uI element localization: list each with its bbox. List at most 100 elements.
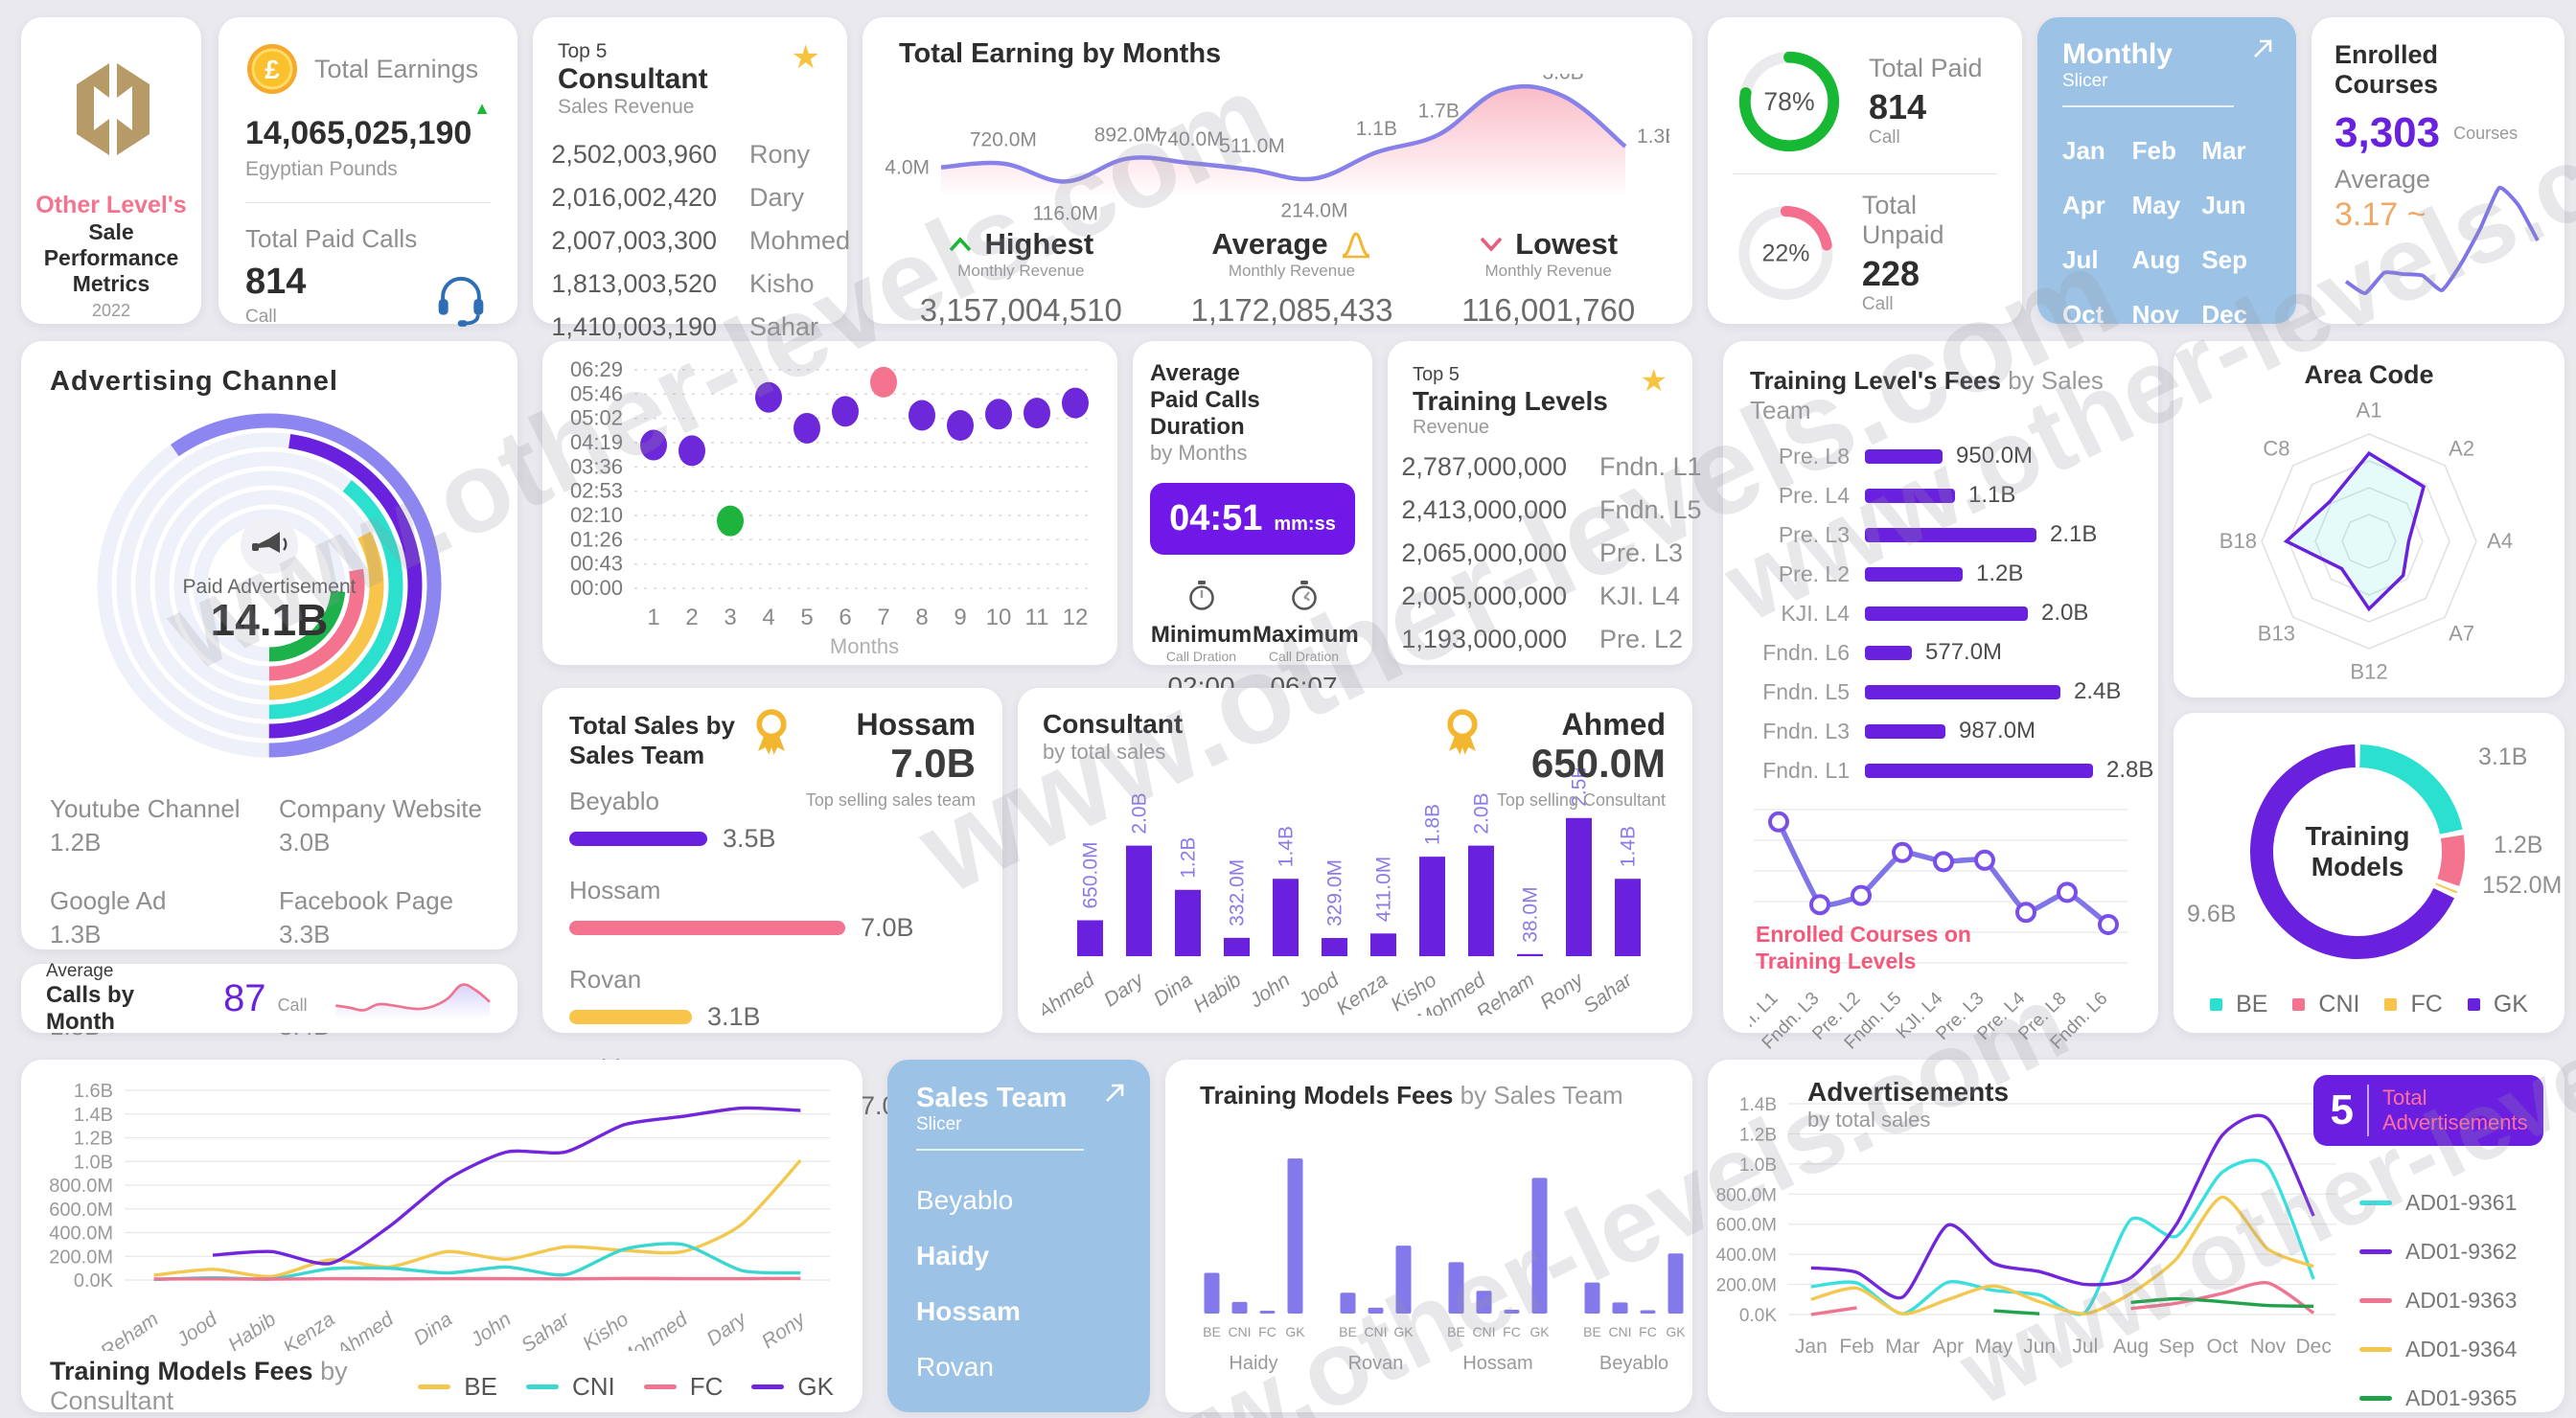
team-option-haidy[interactable]: Haidy: [916, 1241, 990, 1270]
svg-text:2: 2: [685, 605, 698, 630]
enrolled-title: Enrolled Courses: [2334, 40, 2439, 99]
month-option-aug[interactable]: Aug: [2131, 245, 2181, 274]
team-option-rovan[interactable]: Rovan: [916, 1352, 994, 1382]
training-models-legend-item: GK: [2467, 991, 2528, 1018]
month-option-nov[interactable]: Nov: [2131, 300, 2179, 329]
top5-consultant-sub: Sales Revenue: [558, 96, 695, 118]
team-sales-title1: Total Sales by: [569, 711, 735, 740]
total-earnings-card: £ Total Earnings ▲ 14,065,025,190 Egypti…: [218, 17, 518, 327]
team-option-beyablo[interactable]: Beyablo: [916, 1185, 1014, 1215]
svg-text:78%: 78%: [1763, 86, 1814, 115]
brand-line2: Metrics: [72, 271, 150, 296]
training-models-legend-item: CNI: [2292, 991, 2359, 1018]
max-sub: Call Dration: [1268, 649, 1340, 664]
avg-calls-unit: Call: [277, 995, 308, 1015]
top5-training-card: ★ Top 5 Training Levels Revenue 2,787,00…: [1388, 341, 1702, 665]
max-label: Maximum: [1253, 622, 1359, 648]
month-option-apr[interactable]: Apr: [2062, 191, 2105, 219]
fees-team-title-sub: by Sales Team: [1460, 1081, 1623, 1109]
month-option-jun[interactable]: Jun: [2201, 191, 2246, 219]
advertisements-legend-item: AD01-9361: [2359, 1190, 2517, 1216]
donut-label: 3.1B: [2478, 743, 2528, 770]
training-fees-bar-row: Pre. L2 1.2B: [1778, 560, 2024, 586]
month-option-dec[interactable]: Dec: [2201, 300, 2248, 329]
svg-text:BE: BE: [1583, 1324, 1601, 1339]
svg-text:Feb: Feb: [1839, 1336, 1874, 1358]
svg-text:2.0B: 2.0B: [1129, 792, 1151, 834]
highest-label: Highest: [984, 227, 1094, 261]
advertisements-legend-item: AD01-9362: [2359, 1239, 2517, 1265]
training-fees-bar-row: Fndn. L5 2.4B: [1762, 678, 2122, 704]
svg-text:1.4B: 1.4B: [1618, 826, 1640, 867]
top5-row: 2,005,000,000 KJI. L4: [1401, 582, 1681, 610]
month-option-mar[interactable]: Mar: [2201, 136, 2246, 165]
training-fees-bar-row: Fndn. L3 987.0M: [1762, 718, 2036, 743]
svg-text:GK: GK: [1393, 1324, 1414, 1339]
paid-unit: Call: [1869, 127, 1900, 148]
svg-text:Training Levels: Training Levels: [1756, 949, 1916, 973]
svg-text:FC: FC: [1258, 1324, 1276, 1339]
donut-label: 9.6B: [2187, 901, 2237, 927]
svg-text:May: May: [1975, 1336, 2013, 1358]
duration-t3: by Months: [1150, 441, 1248, 465]
expand-icon[interactable]: [1102, 1081, 1127, 1106]
team-option-hossam[interactable]: Hossam: [916, 1296, 1021, 1326]
fees-by-consultant-card: 0.0K 200.0M 400.0M 600.0M 800.0M 1.0B 1.2B 1.4B…: [21, 1060, 862, 1415]
top5-row: 2,502,003,960 Rony: [551, 140, 811, 169]
svg-text:Dary: Dary: [1100, 968, 1149, 1011]
svg-text:200.0M: 200.0M: [1716, 1276, 1777, 1296]
top5-row: 2,787,000,000 Fndn. L1: [1401, 452, 1702, 481]
expand-icon[interactable]: [2250, 36, 2275, 61]
svg-text:Nov: Nov: [2250, 1336, 2287, 1358]
team-slicer-sub: Slicer: [916, 1114, 962, 1134]
fees-by-sales-team-card: Training Models Fees by Sales Team BE CNI…: [1165, 1060, 1692, 1412]
training-fees-bar-row: KJI. L4 2.0B: [1781, 600, 2089, 626]
svg-text:Jul: Jul: [2072, 1336, 2098, 1358]
month-option-feb[interactable]: Feb: [2131, 136, 2176, 165]
training-fees-card: Training Level's Fees by Sales Team Pre.…: [1723, 341, 2158, 1053]
svg-text:9: 9: [954, 605, 966, 630]
svg-text:Rovan: Rovan: [1348, 1353, 1404, 1374]
svg-text:11: 11: [1025, 605, 1049, 630]
svg-text:GK: GK: [1530, 1324, 1550, 1339]
svg-text:Reham: Reham: [97, 1308, 163, 1351]
monthly-slicer-title: Monthly: [2062, 38, 2173, 70]
svg-text:600.0M: 600.0M: [1716, 1216, 1777, 1236]
paid-calls-value: 814: [245, 262, 307, 302]
paid-title: Total Paid: [1869, 54, 1983, 82]
month-option-jul[interactable]: Jul: [2062, 245, 2099, 274]
calls-scatter-chart: 06:2905:4605:0204:1903:3602:5302:1001:26…: [570, 357, 1094, 658]
month-option-oct[interactable]: Oct: [2062, 300, 2104, 329]
top5-pre: Top 5: [558, 40, 608, 62]
fees-by-sales-team-chart: BE CNI FC GK Haidy BE CNI GK Rovan BE CNI FC GK Hossa…: [1203, 1158, 1686, 1374]
divider: [2367, 1085, 2369, 1136]
advertisements-legend-item: AD01-9364: [2359, 1337, 2517, 1362]
svg-text:38.0M: 38.0M: [1520, 886, 1542, 942]
svg-text:GK: GK: [1666, 1324, 1686, 1339]
svg-text:1.7B: 1.7B: [1418, 100, 1460, 122]
month-option-may[interactable]: May: [2131, 191, 2181, 219]
svg-text:740.0M: 740.0M: [1157, 128, 1224, 150]
advertising-title: Advertising Channel: [50, 366, 338, 397]
avg-calls-sparkline: [334, 983, 491, 1019]
total-earnings-title: Total Earnings: [314, 54, 479, 83]
month-option-sep[interactable]: Sep: [2201, 245, 2248, 274]
month-option-jan[interactable]: Jan: [2062, 136, 2105, 165]
svg-text:Ahmed: Ahmed: [1043, 969, 1099, 1016]
svg-text:FC: FC: [1503, 1324, 1521, 1339]
team-slicer-title: Sales Team: [916, 1083, 1068, 1113]
monthly-slicer-sub: Slicer: [2062, 71, 2108, 91]
svg-text:4: 4: [762, 605, 774, 630]
fees-team-title: Training Models Fees: [1200, 1081, 1454, 1109]
svg-text:GK: GK: [1285, 1324, 1305, 1339]
fees-consultant-legend-item: BE: [418, 1372, 497, 1402]
svg-text:329.0M: 329.0M: [1324, 859, 1346, 926]
svg-text:720.0M: 720.0M: [970, 129, 1037, 151]
svg-text:John: John: [466, 1308, 515, 1351]
avg-duration-value-box: 04:51 mm:ss: [1150, 483, 1355, 555]
ads-badge-label: Total Advertisements: [2382, 1085, 2528, 1134]
svg-text:12: 12: [1063, 605, 1089, 630]
advertising-legend-item: Google Ad 1.3B: [50, 886, 167, 949]
